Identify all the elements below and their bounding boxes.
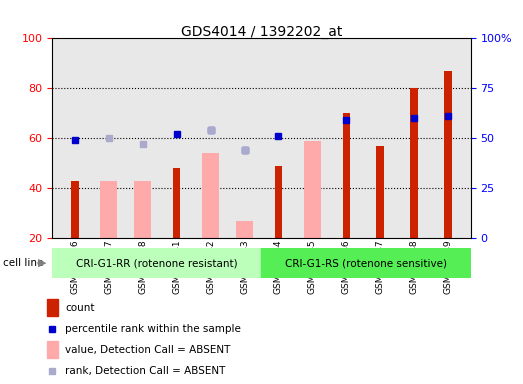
Bar [71, 180, 79, 238]
Text: count: count [65, 303, 95, 313]
Text: rank, Detection Call = ABSENT: rank, Detection Call = ABSENT [65, 366, 226, 376]
Text: CRI-G1-RR (rotenone resistant): CRI-G1-RR (rotenone resistant) [76, 258, 238, 268]
Bar [411, 88, 418, 238]
Bar [343, 113, 350, 238]
Bar [202, 153, 219, 238]
Bar [275, 166, 282, 238]
Text: GDS4014 / 1392202_at: GDS4014 / 1392202_at [181, 25, 342, 39]
Text: CRI-G1-RS (rotenone sensitive): CRI-G1-RS (rotenone sensitive) [285, 258, 447, 268]
Bar [52, 248, 262, 278]
Bar [47, 341, 59, 358]
Bar [173, 168, 180, 238]
Text: cell line: cell line [3, 258, 43, 268]
Bar [444, 71, 452, 238]
Bar [304, 141, 321, 238]
Text: value, Detection Call = ABSENT: value, Detection Call = ABSENT [65, 345, 231, 355]
Text: percentile rank within the sample: percentile rank within the sample [65, 324, 241, 334]
Bar [377, 146, 384, 238]
Bar [134, 180, 151, 238]
Bar [47, 299, 59, 316]
Text: ▶: ▶ [38, 258, 46, 268]
Bar [236, 220, 253, 238]
Bar [262, 248, 471, 278]
Bar [100, 180, 118, 238]
